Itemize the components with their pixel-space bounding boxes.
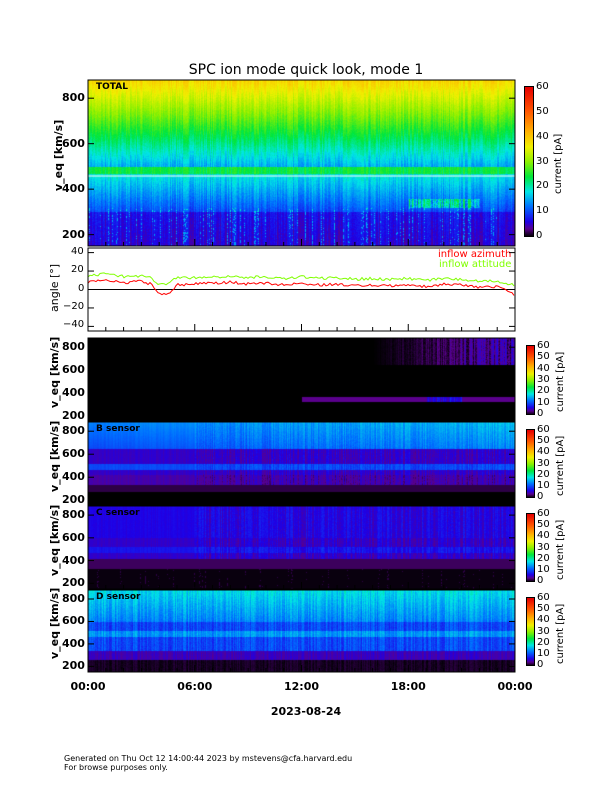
x-tick-label: 00:00	[497, 680, 533, 693]
x-date-label: 2023-08-24	[270, 705, 342, 718]
panel-frame	[87, 337, 516, 423]
y-tick-label: 400	[62, 636, 85, 650]
y-tick-label: 600	[62, 447, 85, 461]
heatmap-total	[88, 80, 515, 246]
colorbar-tick: 50	[537, 519, 550, 531]
colorbar-tick: 50	[537, 351, 550, 363]
colorbar-tick: 60	[537, 508, 550, 519]
plot-title: SPC ion mode quick look, mode 1	[188, 62, 424, 78]
y-tick-label: 800	[62, 591, 85, 605]
x-tick-label: 12:00	[284, 680, 320, 693]
colorbar-tick: 10	[537, 647, 550, 659]
y-tick-label: 200	[62, 659, 85, 673]
y-tick-label: 600	[62, 136, 85, 150]
colorbar-tick: 20	[537, 468, 550, 480]
colorbar-tick: 40	[537, 614, 550, 626]
y-tick-label: 40	[71, 245, 84, 257]
colorbar-tick: 0	[536, 230, 543, 241]
footer-generated: Generated on Thu Oct 12 14:00:44 2023 by…	[64, 754, 353, 763]
panel-label: B sensor	[96, 424, 140, 434]
colorbar-tick: 10	[537, 396, 550, 408]
x-tick-label: 00:00	[70, 680, 106, 693]
heatmap-b-sensor	[88, 422, 515, 506]
panel-frame	[87, 589, 516, 673]
y-tick-label: 0	[78, 282, 85, 294]
panel-frame	[87, 79, 516, 247]
colorbar-tick: 30	[536, 155, 549, 167]
panel-label: C sensor	[96, 508, 140, 518]
colorbar-tick: 50	[536, 105, 549, 117]
x-tick-label: 06:00	[177, 680, 213, 693]
colorbar-tick: 50	[537, 435, 550, 447]
panel-label: TOTAL	[96, 82, 128, 92]
y-tick-label: 20	[71, 264, 84, 276]
heatmap-a-sensor	[88, 338, 515, 422]
colorbar-tick: 60	[536, 81, 549, 92]
heatmap-d-sensor	[88, 590, 515, 672]
colorbar-tick: 30	[537, 457, 550, 469]
y-tick-label: 600	[62, 614, 85, 628]
y-tick-label: 800	[62, 508, 85, 522]
legend-inflow-azimuth: inflow azimuth	[438, 249, 512, 260]
y-tick-label: 400	[62, 470, 85, 484]
colorbar-tick: 60	[537, 424, 550, 435]
colorbar-tick: 60	[537, 340, 550, 351]
colorbar	[526, 513, 535, 582]
colorbar-tick: 0	[537, 659, 544, 670]
colorbar-tick: 10	[537, 563, 550, 575]
colorbar-tick: 60	[537, 592, 550, 603]
colorbar-tick: 40	[536, 130, 549, 142]
colorbar-tick: 0	[537, 408, 544, 419]
colorbar-tick: 20	[537, 552, 550, 564]
colorbar	[526, 345, 535, 415]
colorbar	[524, 86, 534, 237]
colorbar-tick: 10	[536, 205, 549, 217]
panel-frame	[87, 505, 516, 590]
colorbar-tick: 20	[536, 180, 549, 192]
colorbar-tick: 20	[537, 385, 550, 397]
y-tick-label: 400	[62, 386, 85, 400]
panel-frame	[87, 421, 516, 507]
y-tick-label: 200	[62, 409, 85, 423]
y-tick-label: 600	[62, 530, 85, 544]
legend-inflow-attitude: inflow attitude	[439, 259, 512, 270]
colorbar	[526, 597, 535, 666]
colorbar-tick: 0	[537, 491, 544, 502]
y-tick-label: 800	[62, 340, 85, 354]
colorbar-tick: 40	[537, 530, 550, 542]
colorbar-tick: 10	[537, 479, 550, 491]
colorbar-tick: 30	[537, 374, 550, 385]
y-tick-label: 800	[62, 91, 85, 105]
footer-note: For browse purposes only.	[64, 763, 168, 772]
series-inflow-azimuth	[87, 279, 515, 296]
heatmap-c-sensor	[88, 506, 515, 589]
colorbar-tick: 30	[537, 625, 550, 637]
colorbar-tick: 40	[537, 446, 550, 458]
colorbar-tick: 40	[537, 362, 550, 374]
y-tick-label: 400	[62, 182, 85, 196]
colorbar	[526, 429, 535, 498]
colorbar-tick: 0	[537, 575, 544, 586]
y-tick-label: 400	[62, 553, 85, 567]
colorbar-tick: 20	[537, 636, 550, 648]
y-tick-label: 800	[62, 424, 85, 438]
y-tick-label: 200	[62, 227, 85, 241]
y-tick-label: 600	[62, 363, 85, 377]
x-tick-label: 18:00	[390, 680, 426, 693]
y-tick-label: 200	[62, 493, 85, 507]
y-tick-label: 200	[62, 576, 85, 590]
colorbar-tick: 30	[537, 541, 550, 553]
panel-label: D sensor	[96, 592, 141, 602]
y-tick-label: −20	[63, 300, 85, 312]
y-tick-label: −40	[63, 319, 85, 331]
series-inflow-attitude	[87, 272, 515, 287]
colorbar-tick: 50	[537, 603, 550, 615]
